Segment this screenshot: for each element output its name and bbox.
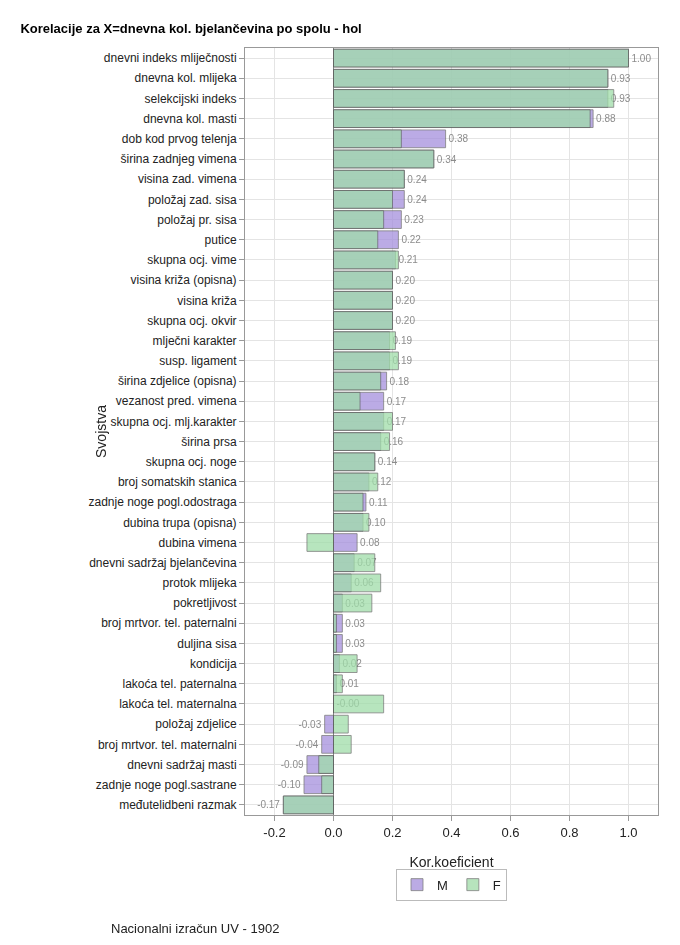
svg-text:Kor.koeficient: Kor.koeficient	[409, 854, 493, 870]
svg-text:0.17: 0.17	[387, 416, 407, 427]
svg-text:F: F	[493, 878, 501, 893]
svg-text:0.03: 0.03	[345, 618, 365, 629]
svg-text:0.16: 0.16	[384, 436, 404, 447]
svg-text:0.10: 0.10	[366, 517, 386, 528]
svg-text:0.2: 0.2	[383, 825, 401, 840]
svg-text:dob kod prvog telenja: dob kod prvog telenja	[122, 132, 237, 146]
svg-text:0.24: 0.24	[407, 174, 427, 185]
svg-text:širina zadnjeg vimena: širina zadnjeg vimena	[121, 152, 237, 166]
svg-text:0.21: 0.21	[398, 254, 418, 265]
svg-text:međutelidbeni razmak: međutelidbeni razmak	[119, 798, 237, 812]
svg-text:dubina vimena: dubina vimena	[159, 536, 237, 550]
svg-text:-0.09: -0.09	[281, 759, 304, 770]
svg-text:0.02: 0.02	[342, 658, 362, 669]
svg-text:broj somatskih stanica: broj somatskih stanica	[118, 475, 237, 489]
svg-text:broj mrtvor. tel. maternalni: broj mrtvor. tel. maternalni	[98, 738, 237, 752]
svg-text:broj mrtvor. tel. paternalni: broj mrtvor. tel. paternalni	[101, 616, 236, 630]
svg-text:protok mlijeka: protok mlijeka	[163, 576, 237, 590]
svg-text:Nacionalni izračun UV - 1902: Nacionalni izračun UV - 1902	[111, 921, 279, 936]
svg-text:lakoća tel. paternalna: lakoća tel. paternalna	[123, 677, 237, 691]
svg-text:-0.04: -0.04	[295, 739, 318, 750]
svg-text:0.38: 0.38	[449, 133, 469, 144]
svg-text:0.01: 0.01	[339, 678, 359, 689]
svg-text:0.0: 0.0	[324, 825, 342, 840]
svg-text:0.20: 0.20	[396, 275, 416, 286]
svg-text:0.23: 0.23	[404, 214, 424, 225]
svg-text:selekcijski indeks: selekcijski indeks	[145, 92, 237, 106]
svg-text:kondicija: kondicija	[190, 657, 237, 671]
svg-text:0.8: 0.8	[560, 825, 578, 840]
svg-text:0.12: 0.12	[372, 476, 392, 487]
svg-text:-0.00: -0.00	[337, 698, 360, 709]
svg-text:-0.2: -0.2	[263, 825, 285, 840]
svg-text:zadnje noge pogl.sastrane: zadnje noge pogl.sastrane	[96, 778, 237, 792]
svg-text:širina zdjelice (opisna): širina zdjelice (opisna)	[118, 374, 237, 388]
svg-text:položaj zad. sisa: položaj zad. sisa	[148, 193, 237, 207]
svg-text:skupna ocj. okvir: skupna ocj. okvir	[147, 314, 236, 328]
svg-text:susp. ligament: susp. ligament	[159, 354, 237, 368]
svg-text:0.24: 0.24	[407, 194, 427, 205]
svg-text:1.00: 1.00	[632, 53, 652, 64]
svg-text:0.88: 0.88	[596, 113, 616, 124]
svg-text:dubina trupa (opisna): dubina trupa (opisna)	[123, 516, 236, 530]
svg-text:0.19: 0.19	[393, 355, 413, 366]
svg-text:dnevna kol. masti: dnevna kol. masti	[143, 112, 236, 126]
svg-text:0.19: 0.19	[393, 335, 413, 346]
svg-text:0.17: 0.17	[387, 396, 407, 407]
svg-text:0.22: 0.22	[401, 234, 421, 245]
svg-text:skupna ocj. vime: skupna ocj. vime	[147, 253, 237, 267]
svg-text:položaj zdjelice: položaj zdjelice	[155, 717, 237, 731]
svg-text:širina prsa: širina prsa	[181, 435, 237, 449]
svg-text:dnevni sadržaj masti: dnevni sadržaj masti	[127, 758, 236, 772]
svg-text:0.14: 0.14	[378, 456, 398, 467]
svg-text:0.03: 0.03	[345, 598, 365, 609]
svg-text:0.93: 0.93	[611, 73, 631, 84]
svg-text:pokretljivost: pokretljivost	[173, 596, 237, 610]
svg-text:Korelacije za X=dnevna kol. bj: Korelacije za X=dnevna kol. bjelančevina…	[20, 21, 361, 36]
svg-text:0.06: 0.06	[354, 577, 374, 588]
svg-text:0.6: 0.6	[501, 825, 519, 840]
svg-text:putice: putice	[205, 233, 237, 247]
svg-text:položaj pr. sisa: položaj pr. sisa	[157, 213, 237, 227]
svg-text:dnevni sadržaj bjelančevina: dnevni sadržaj bjelančevina	[89, 556, 237, 570]
svg-text:0.07: 0.07	[357, 557, 377, 568]
svg-text:1.0: 1.0	[619, 825, 637, 840]
svg-text:mlječni karakter: mlječni karakter	[153, 334, 237, 348]
svg-text:-0.03: -0.03	[298, 719, 321, 730]
svg-text:0.11: 0.11	[369, 497, 388, 508]
svg-text:dnevna kol. mlijeka: dnevna kol. mlijeka	[135, 71, 237, 85]
svg-text:vezanost pred. vimena: vezanost pred. vimena	[116, 394, 237, 408]
svg-text:0.4: 0.4	[442, 825, 460, 840]
svg-text:0.18: 0.18	[390, 376, 410, 387]
svg-text:skupna ocj. mlj.karakter: skupna ocj. mlj.karakter	[111, 415, 237, 429]
svg-text:0.93: 0.93	[611, 93, 631, 104]
svg-text:0.20: 0.20	[396, 315, 416, 326]
svg-text:zadnje noge pogl.odostraga: zadnje noge pogl.odostraga	[88, 495, 236, 509]
svg-text:-0.17: -0.17	[257, 799, 280, 810]
svg-text:lakoća tel. maternalna: lakoća tel. maternalna	[119, 697, 237, 711]
svg-text:dnevni indeks mliječnosti: dnevni indeks mliječnosti	[104, 51, 237, 65]
svg-text:M: M	[437, 878, 448, 893]
svg-text:visina zad. vimena: visina zad. vimena	[138, 172, 237, 186]
svg-text:visina križa: visina križa	[177, 294, 237, 308]
svg-text:-0.10: -0.10	[278, 779, 301, 790]
svg-text:0.08: 0.08	[360, 537, 380, 548]
svg-text:visina križa (opisna): visina križa (opisna)	[131, 273, 237, 287]
svg-text:Svojstva: Svojstva	[93, 405, 109, 458]
svg-text:0.34: 0.34	[437, 154, 457, 165]
svg-text:skupna ocj. noge: skupna ocj. noge	[146, 455, 237, 469]
svg-text:0.20: 0.20	[396, 295, 416, 306]
svg-text:duljina sisa: duljina sisa	[177, 637, 237, 651]
svg-text:0.03: 0.03	[345, 638, 365, 649]
